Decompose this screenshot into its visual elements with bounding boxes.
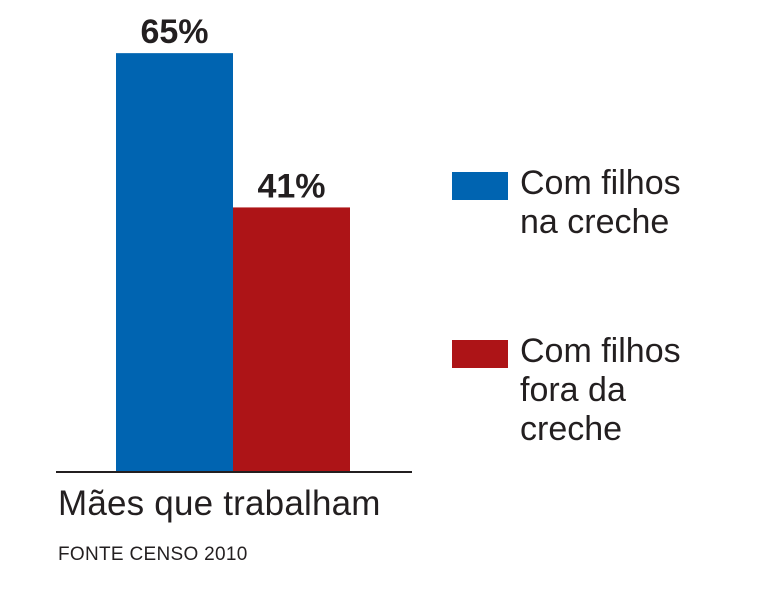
- legend-swatch-fora-da-creche: [452, 340, 508, 368]
- bar-fora-da-creche: [233, 207, 350, 471]
- data-label-fora-da-creche: 41%: [257, 167, 325, 205]
- legend-label-fora-da-creche: Com filhos fora da creche: [520, 332, 681, 448]
- source-note: FONTE CENSO 2010: [58, 544, 248, 565]
- data-label-na-creche: 65%: [140, 13, 208, 51]
- category-label: Mães que trabalham: [58, 484, 381, 523]
- legend-label-na-creche: Com filhos na creche: [520, 164, 681, 241]
- legend-swatch-na-creche: [452, 172, 508, 200]
- bar-na-creche: [116, 53, 233, 472]
